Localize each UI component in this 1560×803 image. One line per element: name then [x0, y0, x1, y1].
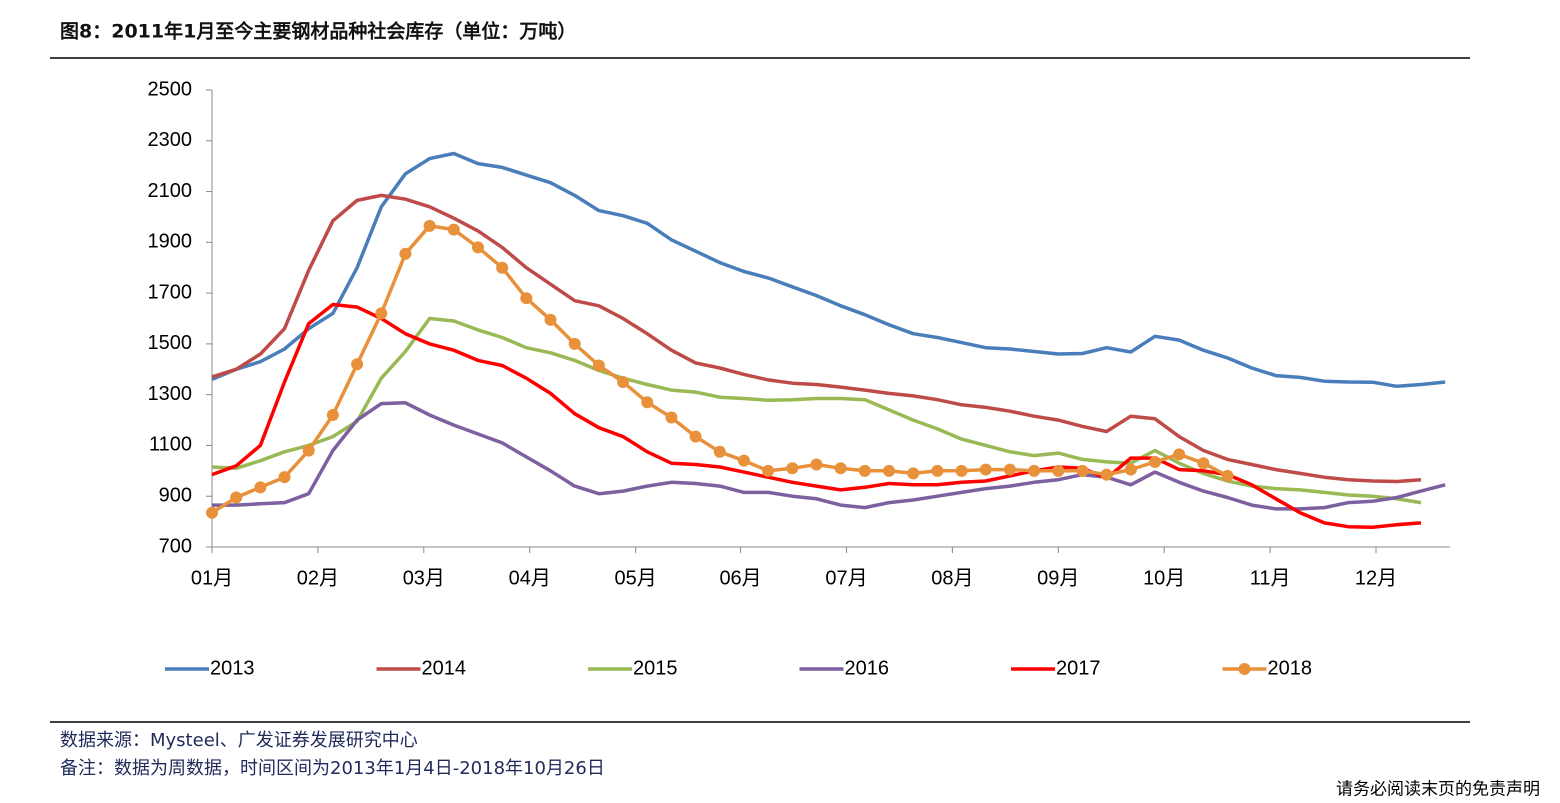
series-marker — [1173, 448, 1186, 461]
series-marker — [1100, 468, 1113, 481]
series-marker — [230, 491, 243, 504]
series-marker — [931, 464, 944, 477]
series-marker — [713, 445, 726, 458]
series-marker — [737, 454, 750, 467]
series-line — [211, 302, 1422, 529]
series-marker — [568, 337, 581, 350]
y-tick-label: 700 — [159, 535, 192, 557]
series-marker — [326, 408, 339, 421]
series-line — [211, 316, 1422, 505]
series-marker — [254, 481, 267, 494]
series-marker — [907, 467, 920, 480]
y-tick-label: 1500 — [148, 332, 193, 354]
legend-label: 2016 — [845, 657, 890, 679]
legend-marker — [1238, 663, 1251, 675]
series-marker — [278, 471, 291, 484]
y-tick-label: 2100 — [148, 180, 193, 202]
series-marker — [786, 462, 799, 475]
x-tick-label: 08月 — [931, 567, 973, 589]
legend-label: 2015 — [633, 657, 678, 679]
series-marker — [883, 464, 896, 477]
series-marker — [641, 396, 654, 409]
series-marker — [689, 430, 702, 443]
series-marker — [302, 444, 315, 457]
series-marker — [1124, 463, 1137, 476]
series-marker — [351, 358, 364, 371]
series-marker — [496, 261, 509, 274]
series-line — [211, 151, 1446, 389]
series-marker — [544, 313, 557, 326]
chart-title: 图8：2011年1月至今主要钢材品种社会库存（单位：万吨） — [60, 20, 576, 43]
y-tick-label: 2500 — [148, 78, 193, 100]
series-marker — [617, 375, 630, 388]
legend-label: 2013 — [210, 657, 255, 679]
series-marker — [520, 292, 533, 305]
series-marker — [1149, 455, 1162, 468]
series-marker — [471, 241, 484, 254]
series-marker — [762, 464, 775, 477]
series-marker — [979, 463, 992, 476]
series-marker — [1003, 463, 1016, 476]
y-tick-label: 900 — [159, 485, 192, 507]
y-tick-label: 1300 — [148, 383, 193, 405]
legend-label: 2017 — [1056, 657, 1101, 679]
x-tick-label: 12月 — [1355, 567, 1397, 589]
remark-note: 备注：数据为周数据，时间区间为2013年1月4日-2018年10月26日 — [60, 758, 605, 779]
disclaimer: 请务必阅读末页的免责声明 — [1336, 780, 1540, 800]
x-tick-label: 05月 — [615, 567, 657, 589]
source-note: 数据来源：Mysteel、广发证券发展研究中心 — [60, 730, 418, 751]
series-marker — [375, 307, 388, 320]
x-tick-label: 02月 — [297, 567, 339, 589]
y-tick-label: 1900 — [148, 231, 193, 253]
x-tick-label: 07月 — [825, 567, 867, 589]
series-marker — [1197, 457, 1210, 470]
legend-label: 2018 — [1268, 657, 1313, 679]
legend-label: 2014 — [422, 657, 467, 679]
series-marker — [955, 464, 968, 477]
x-tick-label: 03月 — [403, 567, 445, 589]
x-tick-label: 06月 — [719, 567, 761, 589]
series-line — [211, 193, 1422, 484]
series-marker — [665, 411, 678, 424]
x-tick-label: 11月 — [1250, 567, 1291, 589]
series-marker — [206, 506, 218, 519]
y-tick-label: 2300 — [148, 129, 193, 151]
series-marker — [810, 458, 823, 471]
x-tick-label: 09月 — [1037, 567, 1079, 589]
y-tick-label: 1100 — [149, 434, 192, 456]
x-tick-label: 04月 — [509, 567, 551, 589]
series-marker — [1221, 469, 1234, 482]
x-tick-label: 10月 — [1143, 567, 1185, 589]
series-marker — [399, 247, 412, 260]
y-tick-label: 1700 — [148, 281, 193, 303]
series-marker — [1076, 464, 1089, 477]
series-marker — [1052, 464, 1065, 477]
series-marker — [858, 464, 871, 477]
series-marker — [447, 223, 460, 236]
series-marker — [423, 219, 436, 232]
x-tick-label: 01月 — [191, 567, 233, 589]
series-marker — [592, 359, 605, 372]
series-line — [212, 401, 1446, 511]
series-marker — [834, 462, 847, 475]
series-marker — [1028, 464, 1041, 477]
